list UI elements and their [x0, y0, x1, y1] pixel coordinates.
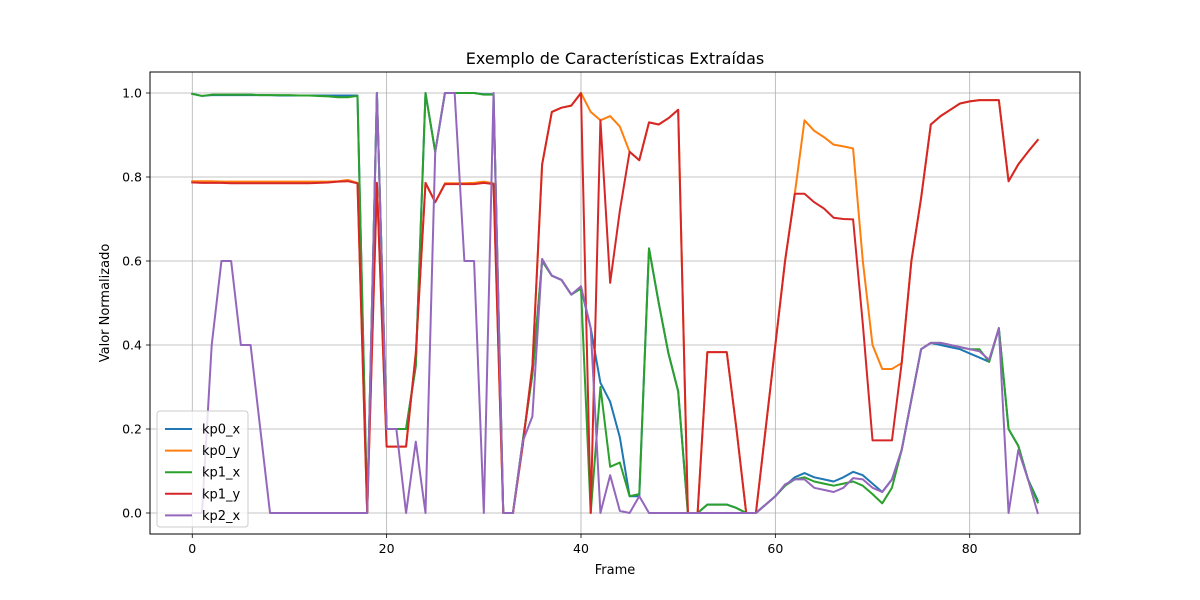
- x-tick-label: 0: [188, 541, 196, 556]
- x-tick-label: 60: [767, 541, 783, 556]
- y-tick-label: 0.4: [122, 338, 142, 353]
- legend-label-kp0_x: kp0_x: [202, 423, 241, 438]
- x-axis-label: Frame: [595, 563, 636, 578]
- legend-box: [156, 410, 249, 528]
- axis-ticks: 0 20 40 60 80 0.0 0.2 0.4 0.6 0.8 1.0: [122, 86, 978, 557]
- y-tick-label: 0.2: [122, 422, 142, 437]
- plot-frame: [149, 71, 1081, 535]
- chart-title: Exemplo de Características Extraídas: [466, 49, 764, 68]
- y-tick-label: 0.8: [122, 170, 142, 185]
- legend-label-kp1_x: kp1_x: [202, 466, 241, 481]
- series-line-kp1_x: [191, 92, 1040, 514]
- y-tick-label: 1.0: [122, 86, 142, 101]
- legend-label-kp0_y: kp0_y: [202, 444, 241, 459]
- x-tick-label: 20: [379, 541, 395, 556]
- y-axis-label: Valor Normalizado: [98, 244, 113, 363]
- series-line-kp2_x: [191, 92, 1039, 515]
- legend-label-kp1_y: kp1_y: [202, 487, 241, 502]
- y-tick-label: 0.0: [122, 506, 142, 521]
- legend-label-kp2_x: kp2_x: [202, 509, 241, 524]
- x-tick-label: 40: [573, 541, 589, 556]
- y-tick-label: 0.6: [122, 254, 142, 269]
- series-line-kp1_y: [191, 92, 1040, 514]
- series-lines: [191, 92, 1040, 515]
- x-tick-label: 80: [962, 541, 978, 556]
- legend: kp0_x kp0_y kp1_x kp1_y kp2_x: [156, 410, 249, 528]
